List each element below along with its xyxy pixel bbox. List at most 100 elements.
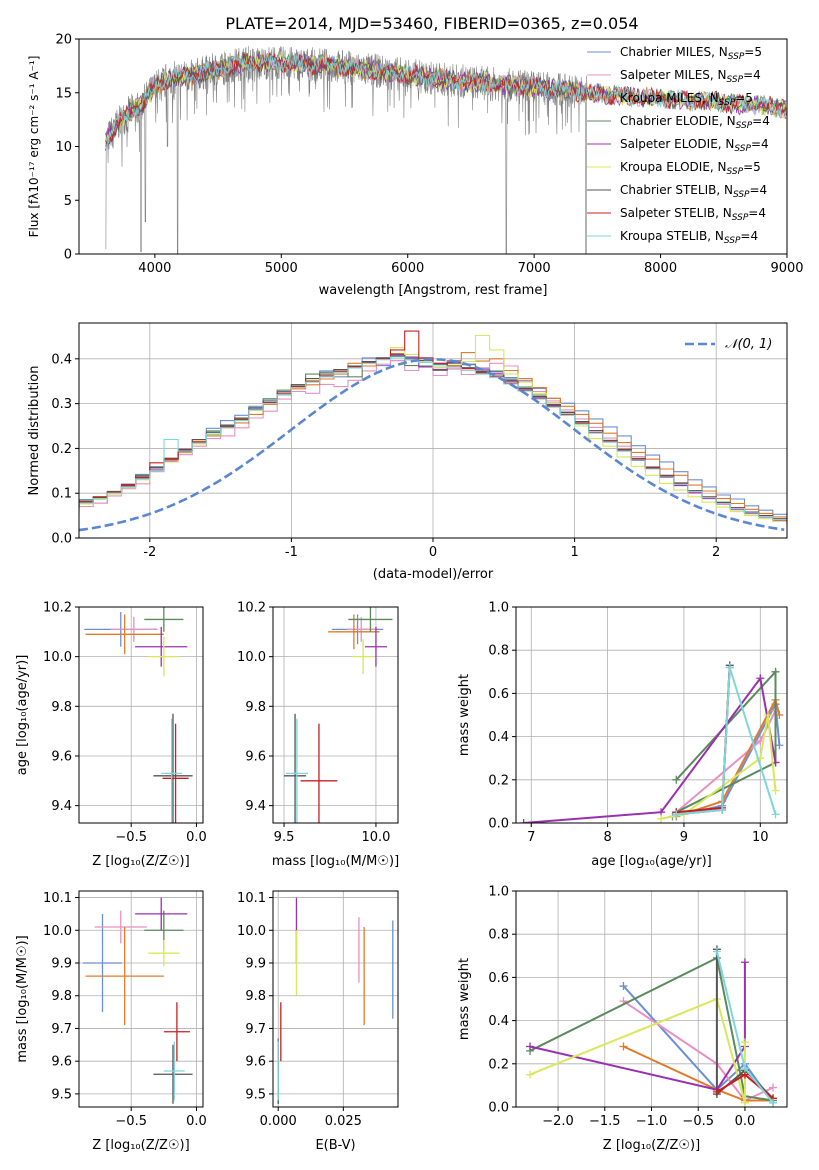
y-tick-label: 5 [64, 194, 72, 209]
axes-frame [515, 890, 788, 1108]
histogram-series [79, 356, 787, 523]
y-tick-label: 0.4 [488, 730, 509, 745]
y-tick-label: 9.6 [245, 749, 266, 764]
histogram-series [79, 355, 787, 522]
y-axis-label: mass weight [457, 674, 472, 756]
legend-label: Salpeter MILES, NSSP=4 [620, 68, 761, 85]
y-tick-label: 0.6 [488, 971, 509, 986]
y-tick-label: 0.2 [488, 773, 509, 788]
y-tick-label: 10.1 [43, 891, 72, 906]
y-tick-label: 10.0 [43, 924, 72, 939]
axes-frame [272, 890, 399, 1108]
y-tick-label: 0 [64, 248, 72, 263]
y-tick-label: 9.7 [51, 1022, 72, 1037]
x-tick-label: −1.0 [636, 1114, 668, 1129]
axes-frame [78, 606, 204, 824]
mass_vs_Z-plot-area [79, 891, 203, 1107]
y-tick-label: 0.2 [488, 1057, 509, 1072]
weight-marker [619, 982, 628, 991]
y-axis-label: Normed distribution [27, 366, 42, 496]
weight-marker [718, 806, 727, 815]
y-tick-label: 9.7 [245, 1022, 266, 1037]
y-tick-label: 10.2 [43, 601, 72, 616]
y-tick-label: 0.1 [51, 487, 72, 502]
weight-marker [672, 810, 681, 819]
weight-marker [672, 775, 681, 784]
legend-label: 𝒩(0, 1) [725, 337, 772, 352]
x-tick-label: 7 [527, 830, 535, 845]
legend: 𝒩(0, 1) [685, 337, 772, 352]
x-tick-label: 0 [429, 545, 437, 560]
x-tick-label: −0.5 [682, 1114, 714, 1129]
y-tick-label: 9.4 [245, 799, 266, 814]
x-tick-label: 0.0 [186, 830, 207, 845]
histogram-series [79, 334, 787, 525]
x-tick-label: 1 [570, 545, 578, 560]
y-tick-label: 9.6 [51, 1055, 72, 1070]
weight-marker [771, 810, 780, 819]
panel-mass_vs_Z: −0.5 0.0 9.5 9.6 9.7 9.8 9.9 10.0 10.1 Z [log₁₀(Z… [15, 890, 207, 1153]
legend: Chabrier MILES, NSSP=5 Salpeter MILES, NS… [587, 45, 770, 246]
weight-series [675, 697, 781, 818]
x-tick-label: 9000 [770, 261, 803, 276]
weight-marker [740, 1038, 749, 1047]
y-tick-label: 10 [55, 140, 72, 155]
y-tick-label: 0.0 [488, 817, 509, 832]
weight-marker [740, 1098, 749, 1107]
y-tick-label: 0.0 [51, 532, 72, 547]
model-spectrum [105, 53, 787, 150]
x-tick-label: 7000 [518, 261, 551, 276]
x-tick-label: −2.0 [542, 1114, 574, 1129]
legend-label: Salpeter STELIB, NSSP=4 [620, 206, 766, 223]
y-tick-label: 0.3 [51, 397, 72, 412]
x-tick-label: 4000 [138, 261, 171, 276]
model-spectrum [105, 52, 787, 151]
x-tick-label: −1.5 [589, 1114, 621, 1129]
x-tick-label: 9 [680, 830, 688, 845]
weight-marker [657, 814, 666, 823]
y-tick-label: 9.6 [245, 1055, 266, 1070]
x-tick-label: 8 [603, 830, 611, 845]
weight_vs_age-plot-area [516, 607, 787, 823]
y-tick-label: 9.6 [51, 749, 72, 764]
y-tick-label: 0.2 [51, 442, 72, 457]
y-tick-label: 0.6 [488, 687, 509, 702]
y-tick-label: 9.5 [245, 1087, 266, 1102]
x-tick-label: 0.000 [260, 1114, 297, 1129]
weight-series [523, 675, 777, 823]
weight-marker [756, 674, 765, 683]
weight-marker [725, 663, 734, 672]
weight-marker [771, 786, 780, 795]
panel-age_vs_Z: −0.5 0.0 9.4 9.6 9.8 10.0 10.2 Z [log₁₀(Z/Z☉)] a… [15, 601, 207, 870]
x-tick-label: 0.0 [735, 1114, 756, 1129]
x-tick-label: 8000 [644, 261, 677, 276]
panels: 4000 5000 6000 7000 8000 900005101520Chabrier… [15, 33, 804, 1154]
residuals-plot-area [79, 323, 787, 538]
y-tick-label: 10.1 [237, 891, 266, 906]
y-tick-label: 0.4 [488, 1014, 509, 1029]
age_vs_mass-plot-area [273, 607, 398, 823]
x-tick-label: 9.5 [274, 830, 295, 845]
legend-label: Chabrier STELIB, NSSP=4 [620, 183, 767, 200]
panel-residuals: -2 -1 0 1 2 0.0 0.1 0.2 0.3 0.4 𝒩(0, 1) (data-model… [27, 322, 788, 582]
y-tick-label: 9.4 [51, 799, 72, 814]
y-tick-label: 1.0 [488, 885, 509, 900]
x-tick-label: -2 [143, 545, 156, 560]
axes-frame [515, 606, 788, 824]
weight-marker [712, 1087, 721, 1096]
x-tick-label: 10.0 [361, 830, 390, 845]
x-axis-label: E(B-V) [315, 1138, 355, 1153]
mass_vs_ebv-plot-area [273, 891, 398, 1107]
legend-label: Chabrier MILES, NSSP=5 [620, 45, 762, 62]
y-tick-label: 10.0 [237, 650, 266, 665]
weight-marker [768, 1083, 777, 1092]
weight-marker [526, 1042, 535, 1051]
weight-marker [763, 711, 772, 719]
y-tick-label: 9.5 [51, 1087, 72, 1102]
y-tick-label: 1.0 [488, 601, 509, 616]
weight-marker [712, 947, 721, 956]
y-tick-label: 9.8 [51, 700, 72, 715]
y-tick-label: 10.2 [237, 601, 266, 616]
panel-weight_vs_age: 7 8 9 10 0.0 0.2 0.4 0.6 0.8 1.0 age [log₁₀(age/yr… [457, 601, 788, 869]
legend-label: Kroupa STELIB, NSSP=4 [620, 229, 758, 246]
